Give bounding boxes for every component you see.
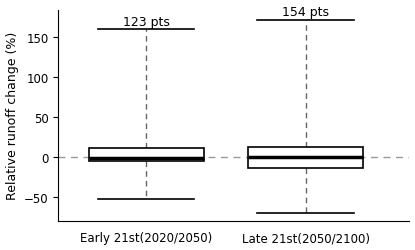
Bar bbox=[89, 148, 204, 162]
Bar bbox=[248, 147, 363, 168]
Y-axis label: Relative runoff change (%): Relative runoff change (%) bbox=[5, 32, 19, 200]
Text: 154 pts: 154 pts bbox=[282, 6, 329, 19]
Text: 123 pts: 123 pts bbox=[123, 16, 170, 29]
